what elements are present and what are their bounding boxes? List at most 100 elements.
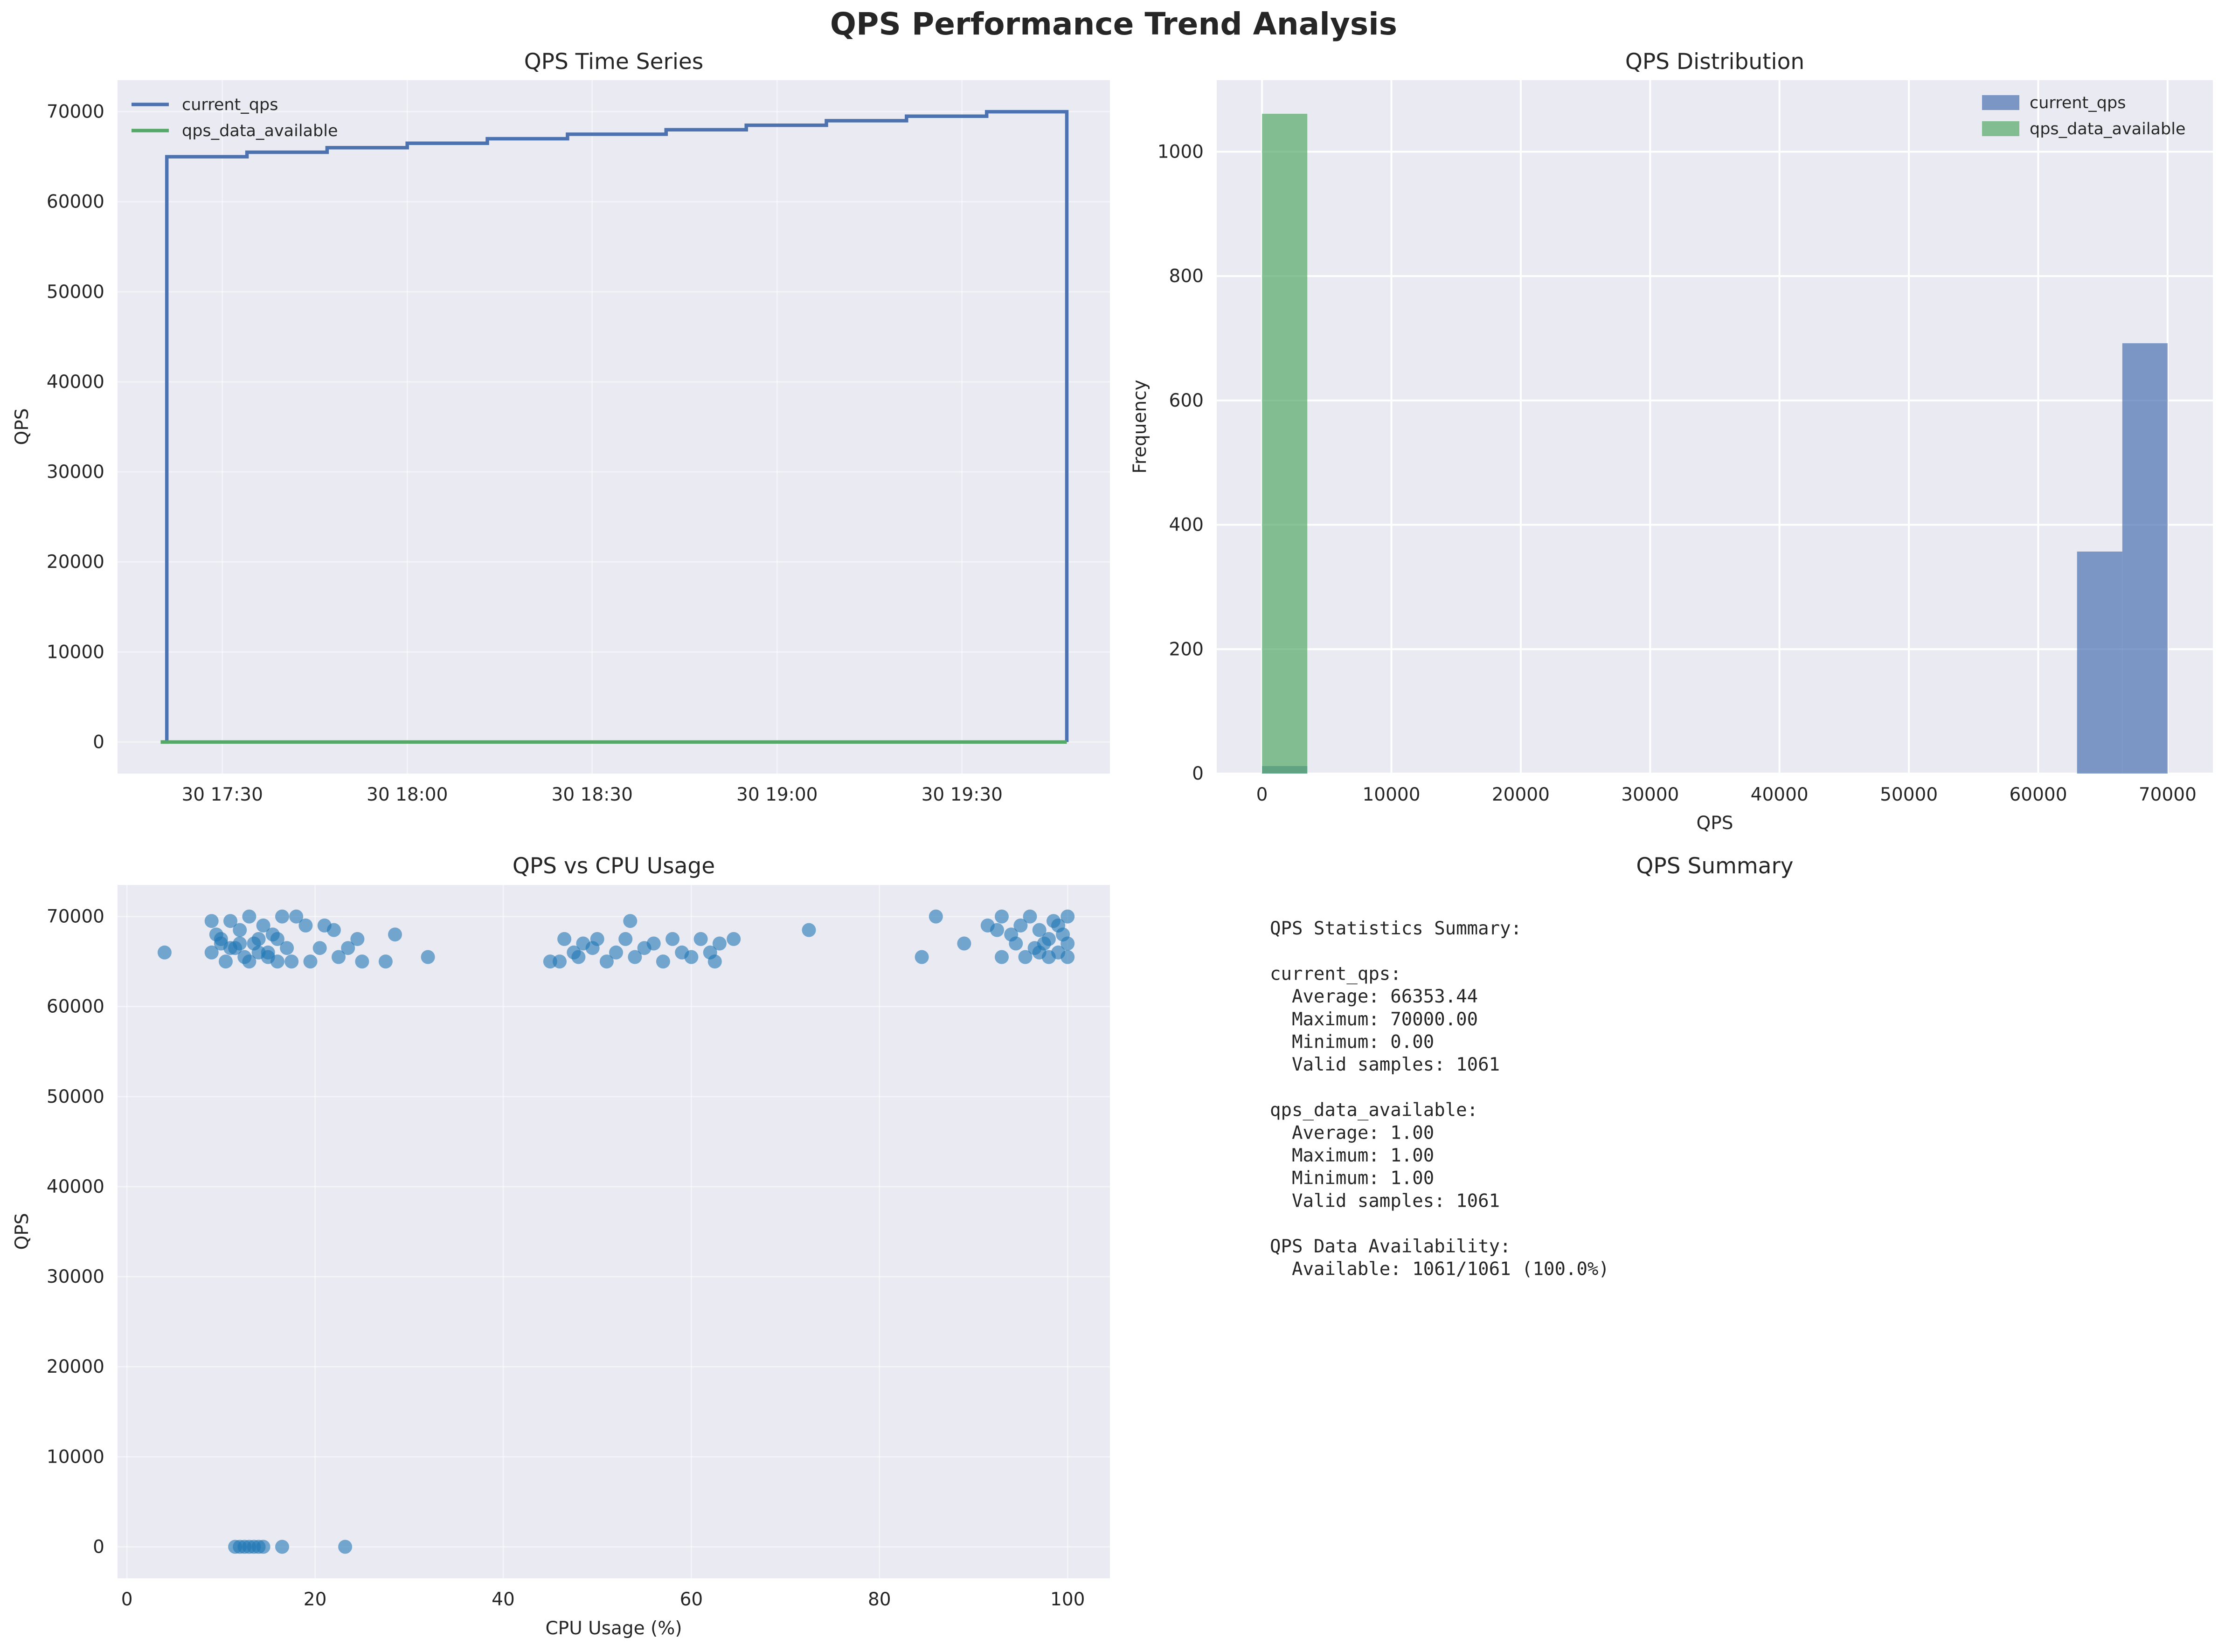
histogram-bar-qps-data-available	[1262, 114, 1308, 774]
y-tick-label: 0	[93, 1536, 104, 1557]
scatter-point	[289, 909, 304, 924]
scatter-point	[707, 954, 722, 969]
y-tick-label: 400	[1169, 515, 1204, 536]
summary-text: QPS Statistics Summary: current_qps: Aver…	[1270, 918, 1609, 1280]
scatter-point	[219, 954, 233, 969]
scatter-point	[204, 945, 219, 960]
x-tick-label: 50000	[1880, 784, 1938, 805]
scatter-point	[727, 932, 741, 946]
y-tick-label: 70000	[47, 906, 104, 927]
figure-title: QPS Performance Trend Analysis	[830, 6, 1397, 42]
scatter-point	[646, 936, 661, 951]
scatter-point	[553, 954, 567, 969]
scatter-point	[388, 927, 402, 942]
y-tick-label: 30000	[47, 1266, 104, 1287]
scatter-point	[623, 914, 638, 928]
x-tick-label: 30 19:00	[736, 784, 818, 805]
x-tick-label: 100	[1050, 1589, 1085, 1610]
scatter-point	[1023, 909, 1037, 924]
scatter-point	[1013, 918, 1028, 933]
y-tick-label: 30000	[47, 462, 104, 483]
x-tick-label: 10000	[1362, 784, 1420, 805]
y-tick-label: 20000	[47, 1356, 104, 1377]
scatter-point	[656, 954, 670, 969]
summary-line: QPS Statistics Summary:	[1270, 918, 1522, 939]
scatter-point	[693, 932, 708, 946]
scatter-point	[275, 1540, 289, 1554]
scatter-point	[929, 909, 943, 924]
x-tick-label: 60	[680, 1589, 703, 1610]
scatter-point	[270, 954, 284, 969]
legend-label: current_qps	[2030, 94, 2126, 112]
x-tick-label: 0	[121, 1589, 133, 1610]
y-tick-label: 200	[1169, 639, 1204, 660]
scatter-point	[990, 923, 1004, 937]
y-tick-label: 0	[93, 732, 104, 753]
scatter-point	[378, 954, 393, 969]
y-tick-label: 50000	[47, 1086, 104, 1107]
x-tick-label: 80	[868, 1589, 891, 1610]
panel-qps-vs-cpu: 0 10000 20000 30000 40000 50000 60000 70000 0 20 4…	[12, 853, 1110, 1639]
tick-labels: 0 10000 20000 30000 40000 50000 60000 70000 0 20 4…	[47, 906, 1085, 1610]
legend-swatch	[1982, 95, 2019, 110]
x-tick-label: 40	[492, 1589, 515, 1610]
scatter-point	[1032, 923, 1047, 937]
axes-background	[118, 80, 1110, 774]
histogram-bar-current-qps	[2122, 343, 2168, 774]
tick-labels: 0 10000 20000 30000 40000 50000 60000 70000 30 1…	[47, 102, 1003, 805]
gridlines	[118, 885, 1110, 1578]
y-tick-label: 40000	[47, 1176, 104, 1197]
y-tick-label: 60000	[47, 996, 104, 1017]
axes-title: QPS Distribution	[1625, 49, 1804, 75]
histogram-bars	[1262, 114, 2168, 774]
scatter-point	[214, 932, 228, 946]
scatter-point	[298, 918, 313, 933]
summary-title: QPS Summary	[1636, 853, 1793, 879]
scatter-point	[1041, 932, 1056, 946]
scatter-point	[957, 936, 971, 951]
legend: current_qps qps_data_available	[132, 96, 338, 140]
y-tick-label: 0	[1192, 763, 1204, 784]
scatter-point	[251, 932, 266, 946]
y-tick-label: 60000	[47, 192, 104, 213]
scatter-point	[355, 954, 369, 969]
scatter-point	[1009, 936, 1023, 951]
x-tick-label: 30 17:30	[181, 784, 263, 805]
summary-line: Average: 1.00	[1270, 1122, 1434, 1143]
x-axis-label: CPU Usage (%)	[545, 1618, 682, 1639]
scatter-point	[1018, 950, 1033, 964]
scatter-point	[275, 909, 289, 924]
x-tick-label: 20000	[1492, 784, 1550, 805]
histogram-bar-current-qps	[2077, 551, 2122, 774]
summary-line: Minimum: 0.00	[1270, 1032, 1434, 1053]
gridlines	[118, 80, 1110, 774]
y-tick-label: 10000	[47, 1446, 104, 1467]
scatter-point	[303, 954, 318, 969]
scatter-point	[261, 945, 275, 960]
axes-background	[118, 885, 1110, 1578]
scatter-point	[557, 932, 572, 946]
scatter-point	[609, 945, 623, 960]
legend-label: qps_data_available	[182, 122, 338, 140]
scatter-point	[270, 932, 284, 946]
scatter-point	[256, 918, 270, 933]
scatter-points	[157, 909, 1075, 1554]
series-line-current-qps	[160, 110, 1069, 744]
x-tick-label: 30000	[1621, 784, 1679, 805]
scatter-point	[242, 954, 256, 969]
scatter-point	[341, 941, 355, 955]
y-axis-label: QPS	[12, 408, 33, 445]
y-tick-label: 20000	[47, 552, 104, 573]
panel-summary: QPS Summary QPS Statistics Summary: curre…	[1270, 853, 1794, 1280]
scatter-point	[618, 932, 633, 946]
scatter-point	[1032, 945, 1047, 960]
scatter-point	[1051, 918, 1066, 933]
y-tick-label: 600	[1169, 390, 1204, 411]
x-axis-label: QPS	[1697, 813, 1733, 834]
scatter-point	[802, 923, 816, 937]
legend-label: current_qps	[182, 96, 278, 114]
scatter-point	[665, 932, 680, 946]
